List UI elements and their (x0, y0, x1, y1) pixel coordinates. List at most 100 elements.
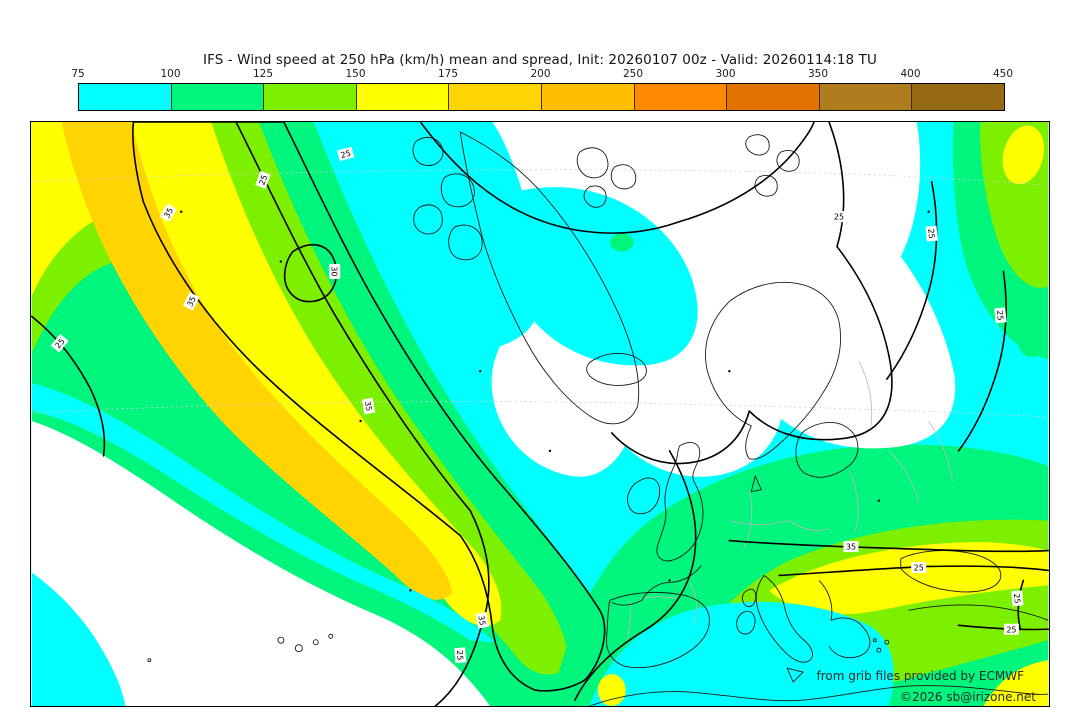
contour-labels: 35 35 30 25 25 25 35 25 35 25 25 25 35 25 25 25 (50, 146, 1024, 664)
svg-text:25: 25 (455, 650, 465, 661)
colorbar-tick-label: 150 (345, 68, 366, 80)
svg-text:35: 35 (476, 615, 487, 627)
contour-label: 25 (50, 333, 69, 353)
isoline-arctic (419, 122, 815, 234)
contour-label: 35 (159, 203, 177, 222)
fill-cyan-strip (31, 383, 496, 643)
colorbar-bar (78, 83, 1005, 111)
isoline-25-russia (610, 122, 893, 465)
svg-text:25: 25 (834, 213, 844, 222)
fill-yellow-corner-se (983, 660, 1049, 706)
colorbar-tick-label: 125 (252, 68, 274, 80)
jet-band-yellow (31, 122, 502, 626)
coast-italy (755, 574, 813, 663)
coast-france (611, 565, 702, 606)
coast-greenland (459, 131, 640, 425)
isoline-25-blacksea (778, 565, 1049, 577)
fill-green-patch-edge (1017, 321, 1046, 358)
contour-label: 25 (255, 170, 271, 189)
isoline-25-west (31, 315, 106, 457)
colorbar-segment (541, 84, 635, 110)
coast-north-africa (589, 685, 1049, 706)
coast-sardinia (736, 610, 756, 635)
colorbar-tick-labels: 75 100 125 150 175 200 250 300 350 400 450 (71, 68, 1013, 82)
coast-denmark (750, 475, 762, 493)
colorbar-segment (727, 84, 820, 110)
colorbar-segment (912, 84, 1004, 110)
colorbar-tick-label: 450 (992, 68, 1014, 80)
spread-isolines (31, 122, 1049, 706)
svg-text:25: 25 (1012, 593, 1022, 604)
coast-svalbard (576, 147, 609, 179)
jet-core-gold (61, 122, 453, 600)
svg-text:25: 25 (926, 228, 936, 239)
svg-text:25: 25 (914, 563, 924, 572)
contour-label: 25 (1003, 623, 1019, 635)
colorbar-segment (264, 84, 357, 110)
latitude-line (31, 401, 1049, 418)
coast-great-britain (656, 442, 704, 562)
fill-cyan-mediterranean (589, 601, 894, 706)
fill-green-speck-arctic (609, 233, 634, 252)
coastlines (147, 131, 1049, 706)
isoline-35-blacksea (728, 539, 1049, 553)
colorbar-segment (819, 84, 913, 110)
colorbar-tick-label: 75 (71, 68, 85, 80)
fill-cyan-arctic-sea (496, 187, 698, 366)
colorbar-tick-label: 300 (715, 68, 736, 80)
colorbar-segment (449, 84, 542, 110)
coast-scandinavia (705, 281, 842, 460)
fill-yellow-blob-small (597, 674, 626, 706)
isoline-25 (235, 122, 490, 706)
fill-white-southwest (31, 420, 491, 706)
contour-label: 25 (1011, 590, 1024, 607)
contour-label: 30 (329, 264, 341, 279)
isoline-35 (132, 122, 606, 692)
coast-iberia (605, 591, 710, 669)
contour-label: 25 (831, 211, 847, 223)
colorbar-segment (356, 84, 450, 110)
svg-text:25: 25 (995, 310, 1005, 321)
colorbar-tick-label: 200 (530, 68, 551, 80)
contour-label: 25 (911, 561, 927, 573)
colorbar-tick-label: 400 (900, 68, 921, 80)
svg-text:25: 25 (340, 149, 352, 160)
coast-balkans-greece (818, 580, 871, 659)
colorbar-segment (634, 84, 728, 110)
fill-cyan-corner (31, 572, 126, 706)
colorbar-segment (171, 84, 265, 110)
svg-text:25: 25 (257, 174, 269, 187)
coast-iceland (586, 353, 647, 386)
svg-text:35: 35 (363, 400, 374, 412)
colorbar-segment (79, 84, 172, 110)
colorbar-tick-label: 350 (807, 68, 829, 80)
contour-label: 35 (475, 611, 489, 629)
contour-label: 25 (454, 647, 467, 664)
coast-corsica (742, 588, 757, 608)
coast-turkey (908, 604, 1049, 621)
colorbar-tick-label: 250 (622, 68, 644, 80)
attribution-copyright: ©2026 sb@irizone.net (900, 690, 1036, 704)
fill-yellow-blacksea (769, 542, 1049, 615)
map-canvas: 35 35 30 25 25 25 35 25 35 25 25 25 35 25 25 25 (31, 122, 1049, 706)
svg-text:35: 35 (846, 543, 856, 552)
isoline-25-ne (886, 180, 938, 380)
coast-sicily (786, 667, 804, 683)
svg-text:25: 25 (1006, 625, 1016, 634)
attribution-ecmwf: from grib files provided by ECMWF (816, 669, 1024, 683)
coast-ireland (627, 477, 661, 515)
chart-title: IFS - Wind speed at 250 hPa (km/h) mean … (203, 52, 877, 68)
svg-text:30: 30 (330, 266, 339, 276)
fill-yellow-patch-ne (1002, 125, 1045, 185)
colorbar: 75 100 125 150 175 200 250 300 350 400 450 (71, 68, 1013, 112)
isoline-europe (574, 450, 697, 701)
svg-text:35: 35 (185, 295, 197, 308)
contour-label: 25 (925, 225, 938, 242)
contour-label: 35 (361, 397, 376, 415)
contour-label: 25 (994, 307, 1007, 324)
isoline-25-se (957, 624, 1049, 631)
coast-baltic (795, 422, 859, 478)
contour-label: 35 (183, 292, 200, 311)
isoline-30 (283, 243, 338, 303)
